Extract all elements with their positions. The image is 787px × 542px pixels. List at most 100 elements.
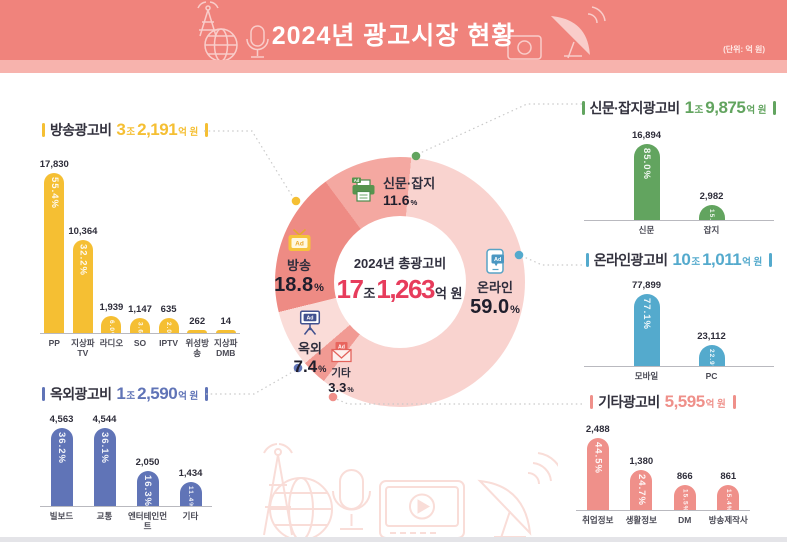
header-banner: 2024년 광고시장 현황 (단위: 억 원) xyxy=(0,0,787,62)
bar-percent-label: 3.6% xyxy=(136,322,144,333)
watermark-satellite-dish xyxy=(477,479,532,536)
envelope-icon: Ad xyxy=(330,341,353,363)
bar: 44.5% xyxy=(586,438,609,510)
x-axis-label: 생활정보 xyxy=(625,515,657,525)
title-tick-end xyxy=(205,123,209,137)
bar-percent-label: 77.1% xyxy=(641,298,652,330)
bar: 85.0% xyxy=(633,144,660,220)
chart-etc: 기타광고비 5,595 억 원 2,488 44.5% 1,380 24.7% 866 15… xyxy=(576,392,750,526)
bar-percent-label: 22.9% xyxy=(708,348,715,366)
bar-column: 1,147 3.6% xyxy=(126,304,155,333)
bar-column: 2,982 15.0% xyxy=(679,191,744,220)
radio-tower-icon xyxy=(199,9,217,37)
bar-value-label: 866 xyxy=(676,470,693,482)
donut-center-text: 2024년 총광고비 17조1,263억 원 xyxy=(265,253,535,305)
bar-column: 16,894 85.0% xyxy=(614,130,679,220)
chart-broadcast-title: 방송광고비 3 조 2,191 억 원 xyxy=(40,120,240,140)
total-trillions-unit: 조 xyxy=(363,286,376,301)
x-axis-label: 지상파TV xyxy=(71,338,95,358)
microphone-icon xyxy=(250,25,265,47)
bar: 3.6% xyxy=(130,318,151,333)
bar: 11.4% xyxy=(179,481,202,507)
chart-amount: 5,595 억 원 xyxy=(664,392,726,411)
chart-amount: 10 조 1,011 억 원 xyxy=(672,250,763,269)
bar-percent-label: 2.0% xyxy=(165,322,173,333)
bar-column: 4,544 36.1% xyxy=(83,414,126,506)
x-axis-label: 위성방송 xyxy=(185,338,209,358)
bar-value-label: 77,899 xyxy=(631,280,662,291)
chart-title-text: 옥외광고비 xyxy=(50,386,112,402)
x-axis-labels: 모바일 PC xyxy=(584,367,774,382)
title-tick xyxy=(42,123,45,137)
bar: 15.4% xyxy=(717,485,740,510)
bar-column: 1,939 6.0% xyxy=(97,302,126,333)
total-trillions: 17 xyxy=(336,274,363,304)
donut-hole xyxy=(334,216,466,348)
chart-etc-title: 기타광고비 5,595 억 원 xyxy=(576,392,750,412)
bar-column: 2,050 16.3% xyxy=(126,457,169,506)
bar: 36.2% xyxy=(50,428,73,506)
bar-percent-label: 24.7% xyxy=(635,474,647,507)
bar: 24.7% xyxy=(630,470,653,510)
bar-value-label: 2,488 xyxy=(585,424,610,435)
bar: 15.0% xyxy=(698,205,725,220)
bar-column: 10,364 32.2% xyxy=(68,226,98,333)
x-axis-label: 신문 xyxy=(638,225,655,235)
chart-outdoor: 옥외광고비 1 조 2,590 억 원 4,563 36.2% 4,544 36.1% 2,0… xyxy=(40,384,212,532)
chart-title-text: 기타광고비 xyxy=(598,394,660,410)
x-axis-label: 기타 xyxy=(182,511,199,521)
watermark-globe xyxy=(269,477,333,541)
watermark-radio-tower xyxy=(263,454,293,536)
x-axis-label: 교통 xyxy=(96,511,113,521)
bar-area: 16,894 85.0% 2,982 15.0% xyxy=(584,124,774,221)
svg-text:Ad: Ad xyxy=(306,316,313,322)
x-axis-label: 엔터테인먼트 xyxy=(127,511,168,531)
bar-value-label: 4,563 xyxy=(49,414,74,425)
bar-value-label: 1,434 xyxy=(178,467,203,479)
bar-percent-label: 15.0% xyxy=(708,209,715,220)
chart-title-text: 방송광고비 xyxy=(50,122,112,138)
bar-value-label: 16,894 xyxy=(631,130,662,141)
bar-percent-label: 11.4% xyxy=(187,485,194,507)
donut-label-broadcast: Ad 방송 18.8% xyxy=(268,228,330,297)
bar-area: 17,830 55.4% 10,364 32.2% 1,939 6.0% 1,147 3.6%… xyxy=(40,153,240,334)
svg-text:Ad: Ad xyxy=(295,241,304,248)
header-strip xyxy=(0,60,787,73)
billboard-icon: Ad xyxy=(298,310,322,336)
donut-label-online: Ad 온라인 59.0% xyxy=(462,248,528,319)
watermark-icons xyxy=(263,443,558,541)
total-billions-unit: 억 원 xyxy=(434,286,463,301)
bar: 77.1% xyxy=(633,294,660,366)
donut-chart: 2024년 총광고비 17조1,263억 원 xyxy=(275,157,525,407)
bar-value-label: 17,830 xyxy=(39,159,69,170)
bar-column: 4,563 36.2% xyxy=(40,414,83,506)
bar: 36.1% xyxy=(93,428,116,506)
bar-value-label: 10,364 xyxy=(68,226,98,237)
title-tick xyxy=(585,253,589,267)
watermark-video-player xyxy=(379,480,465,539)
svg-text:Ad: Ad xyxy=(338,345,345,351)
satellite-dish-icon xyxy=(550,15,590,56)
chart-outdoor-title: 옥외광고비 1 조 2,590 억 원 xyxy=(40,384,212,404)
header-decoration-icons xyxy=(197,1,606,62)
chart-title-text: 신문·잡지광고비 xyxy=(589,100,681,116)
page-title: 2024년 광고시장 현황 xyxy=(271,22,516,50)
bar-percent-label: 32.2% xyxy=(77,244,89,276)
bar xyxy=(215,329,236,333)
bar-column: 2,488 44.5% xyxy=(576,424,620,510)
money-screen-icon xyxy=(507,35,542,60)
bar-percent-label: 55.4% xyxy=(48,177,60,209)
bar-value-label: 262 xyxy=(189,315,206,327)
chart-online-title: 온라인광고비 10 조 1,011 억 원 xyxy=(584,250,774,270)
bar-percent-label: 15.4% xyxy=(724,489,732,510)
phone-icon: Ad xyxy=(483,248,507,275)
donut-center-title: 2024년 총광고비 xyxy=(353,256,447,271)
bar-percent-label: 36.1% xyxy=(99,432,110,465)
bar-column: 17,830 55.4% xyxy=(40,159,69,333)
bottom-strip xyxy=(0,537,787,542)
bar-column: 77,899 77.1% xyxy=(614,280,679,366)
printer-icon: Ad xyxy=(350,177,377,203)
bar-column: 866 15.5% xyxy=(663,471,707,510)
bar-percent-label: 36.2% xyxy=(56,432,67,464)
